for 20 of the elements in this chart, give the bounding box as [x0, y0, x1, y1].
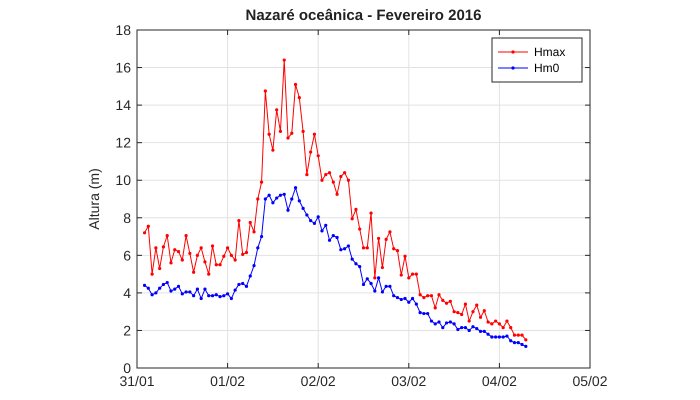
y-tick-label: 2	[123, 322, 132, 338]
y-axis-title: Altura (m)	[86, 168, 102, 230]
y-tick-label: 16	[115, 60, 132, 76]
x-tick-label: 04/02	[482, 373, 518, 389]
x-tick-label: 03/02	[391, 373, 427, 389]
y-tick-label: 14	[115, 97, 132, 114]
y-tick-label: 10	[115, 172, 132, 188]
chart-title: Nazaré oceânica - Fevereiro 2016	[246, 7, 482, 24]
x-tick-label: 05/02	[572, 373, 608, 389]
y-tick-label: 18	[115, 22, 132, 38]
y-tick-label: 6	[123, 247, 132, 264]
x-tick-label: 01/02	[210, 373, 246, 389]
x-tick-label: 31/01	[119, 373, 155, 389]
legend-label: Hmax	[534, 45, 566, 59]
y-tick-label: 12	[115, 134, 132, 151]
y-tick-label: 0	[123, 360, 132, 376]
x-tick-label: 02/02	[300, 373, 336, 389]
y-tick-label: 8	[123, 210, 132, 226]
legend-label: Hm0	[534, 61, 560, 75]
y-tick-label: 4	[123, 284, 132, 301]
